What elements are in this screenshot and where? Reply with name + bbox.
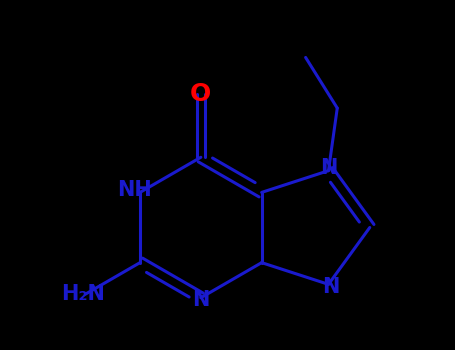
Text: O: O (190, 82, 212, 106)
Text: N: N (323, 277, 340, 297)
Text: H₂N: H₂N (61, 284, 105, 304)
Text: N: N (320, 158, 337, 178)
Text: NH: NH (117, 180, 152, 200)
Text: N: N (192, 290, 209, 310)
